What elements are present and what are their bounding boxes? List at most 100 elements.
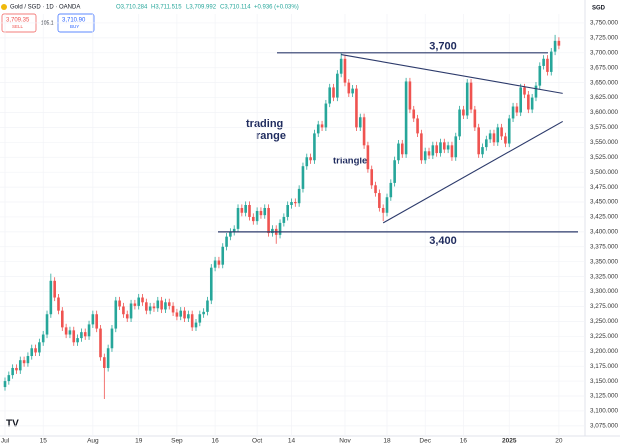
candle-body xyxy=(244,205,247,213)
x-tick-label: Oct xyxy=(252,438,262,445)
candle-body xyxy=(190,314,194,328)
candle-body xyxy=(462,109,465,116)
candle-body xyxy=(229,231,232,237)
candle-body xyxy=(427,151,431,156)
candle-body xyxy=(236,207,240,229)
candle-body xyxy=(156,300,160,309)
candle-body xyxy=(282,216,286,223)
candle-body xyxy=(469,82,473,110)
x-tick-label: Dec xyxy=(419,438,431,445)
candle-body xyxy=(439,142,442,154)
candle-body xyxy=(61,310,64,328)
candle-body xyxy=(95,314,98,329)
candle-body xyxy=(549,51,553,72)
candle-body xyxy=(141,297,144,303)
candle-body xyxy=(374,185,377,194)
candle-body xyxy=(358,117,362,128)
candle-body xyxy=(3,381,7,388)
candle-body xyxy=(515,106,519,113)
candle-body xyxy=(485,139,488,148)
candle-body xyxy=(41,334,45,343)
candle-body xyxy=(64,327,68,335)
candle-body xyxy=(221,246,225,265)
candle-body xyxy=(355,88,358,128)
candle-body xyxy=(316,124,320,134)
candle-body xyxy=(446,145,450,150)
symbol: Gold / SGD · 1D · OANDA xyxy=(10,5,80,11)
candle-body xyxy=(416,118,419,134)
y-tick-label: 3,550.000 xyxy=(590,139,619,146)
y-tick-label: 3,300.000 xyxy=(590,288,619,295)
candle-body xyxy=(255,210,259,222)
y-tick-label: 3,400.000 xyxy=(590,229,619,236)
candle-body xyxy=(225,236,228,247)
candle-body xyxy=(38,342,41,353)
candle-body xyxy=(305,157,309,167)
candle-body xyxy=(53,280,56,298)
x-tick-label: 19 xyxy=(135,438,143,445)
candle-body xyxy=(431,145,435,156)
candle-body xyxy=(171,305,175,313)
candle-body xyxy=(389,182,393,198)
candle-body xyxy=(125,314,129,319)
candle-body xyxy=(507,118,511,144)
candle-body xyxy=(301,166,305,189)
candle-body xyxy=(538,65,542,86)
candle-body xyxy=(11,367,14,376)
ohlc-low: L3,709.992 xyxy=(186,5,217,11)
candle-body xyxy=(217,260,221,265)
candle-body xyxy=(408,81,412,110)
candle-body xyxy=(213,260,217,268)
candle-body xyxy=(209,267,213,301)
candle-body xyxy=(393,160,396,183)
candle-body xyxy=(546,58,549,72)
x-tick-label: 16 xyxy=(211,438,219,445)
candle-body xyxy=(450,145,454,158)
candle-body xyxy=(183,310,186,319)
y-tick-label: 3,750.000 xyxy=(590,20,619,27)
candle-body xyxy=(477,127,480,155)
candle-body xyxy=(248,205,251,217)
annotation: trading xyxy=(246,118,283,130)
candle-body xyxy=(423,151,427,161)
candle-body xyxy=(72,330,76,343)
candle-body xyxy=(179,310,183,317)
candle-body xyxy=(385,197,389,213)
candle-body xyxy=(202,311,205,315)
candle-body xyxy=(68,330,72,335)
y-tick-label: 3,275.000 xyxy=(590,303,619,310)
candle-body xyxy=(148,306,152,311)
candle-body xyxy=(18,360,22,371)
candle-body xyxy=(454,136,458,158)
candle-body xyxy=(206,300,209,312)
y-tick-label: 3,075.000 xyxy=(590,423,619,430)
candle-body xyxy=(530,97,534,110)
candle-body xyxy=(45,314,49,335)
y-tick-label: 3,500.000 xyxy=(590,169,619,176)
candle-body xyxy=(294,202,297,204)
y-tick-label: 3,200.000 xyxy=(590,348,619,355)
candle-body xyxy=(488,133,492,140)
candle-body xyxy=(15,367,18,371)
ohlc-open: O3,710.284 xyxy=(116,5,148,11)
candle-body xyxy=(481,147,484,155)
candle-body xyxy=(83,332,87,337)
logo: TV xyxy=(6,419,19,430)
y-tick-label: 3,525.000 xyxy=(590,154,619,161)
candle-body xyxy=(534,85,538,98)
candle-body xyxy=(57,297,60,311)
y-tick-label: 3,125.000 xyxy=(590,393,619,400)
candle-body xyxy=(114,300,118,329)
candle-body xyxy=(49,280,53,315)
candle-body xyxy=(167,302,171,306)
candle-body xyxy=(336,73,339,98)
candle-body xyxy=(240,207,244,213)
y-tick-label: 3,475.000 xyxy=(590,184,619,191)
candle-body xyxy=(164,302,167,310)
candle-body xyxy=(370,169,374,186)
candle-body xyxy=(290,202,293,206)
candle-body xyxy=(7,375,11,382)
candle-body xyxy=(297,188,301,204)
